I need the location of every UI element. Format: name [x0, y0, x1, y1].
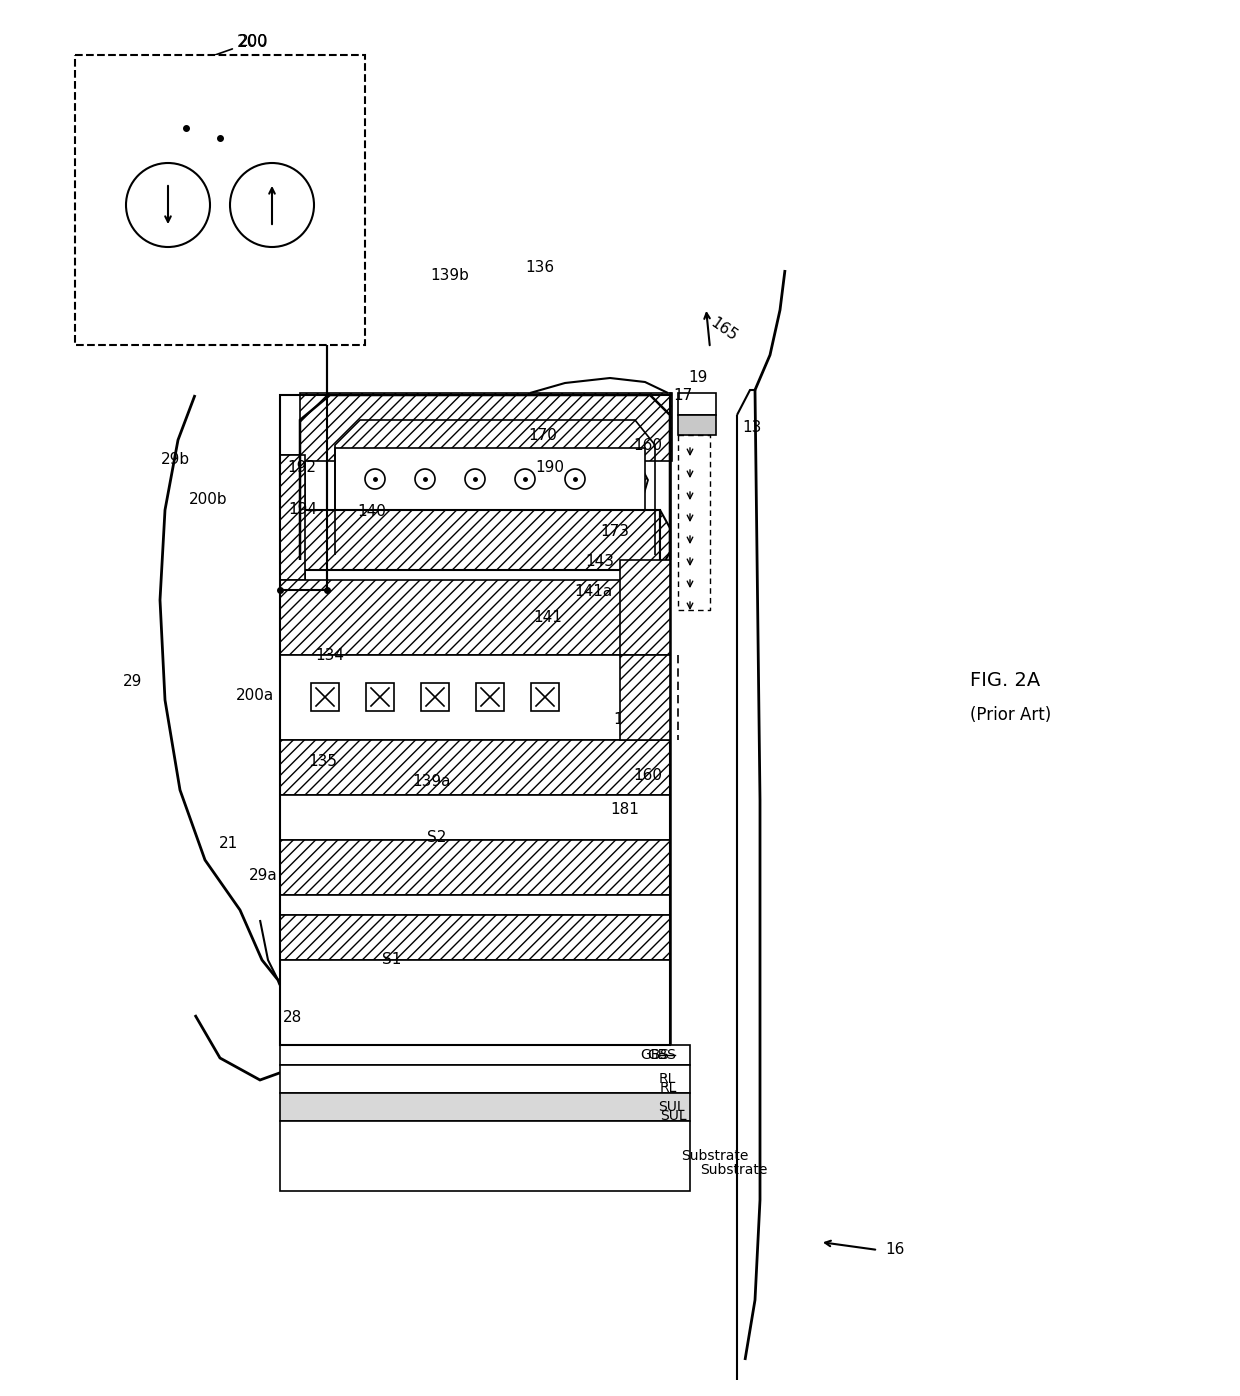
- Text: 16: 16: [885, 1242, 905, 1258]
- Text: 29b: 29b: [160, 452, 190, 468]
- Text: GBS: GBS: [641, 1048, 670, 1062]
- Text: 194: 194: [289, 503, 317, 518]
- Text: S1: S1: [382, 952, 402, 967]
- Bar: [422, 683, 449, 711]
- Bar: [311, 683, 339, 711]
- Text: 140: 140: [357, 504, 387, 519]
- Text: 181: 181: [610, 803, 640, 818]
- Text: S2: S2: [428, 829, 446, 845]
- Text: 139a: 139a: [413, 775, 451, 790]
- Text: GBS: GBS: [647, 1048, 676, 1062]
- Bar: [280, 1046, 689, 1065]
- Bar: [678, 394, 715, 415]
- Text: 173: 173: [600, 525, 630, 539]
- Text: 17: 17: [673, 388, 693, 402]
- Text: 160: 160: [634, 437, 662, 452]
- Bar: [280, 455, 305, 579]
- Text: 200: 200: [237, 34, 269, 52]
- Text: FIG. 2A: FIG. 2A: [970, 670, 1040, 690]
- Bar: [280, 960, 670, 1046]
- Text: Substrate: Substrate: [701, 1163, 768, 1177]
- Bar: [280, 740, 670, 794]
- Text: RL: RL: [660, 1081, 677, 1094]
- Text: 160: 160: [634, 768, 662, 783]
- Text: 141b: 141b: [614, 712, 652, 727]
- Bar: [366, 683, 394, 711]
- Text: 141: 141: [533, 610, 563, 625]
- Polygon shape: [660, 510, 670, 570]
- Polygon shape: [340, 415, 649, 551]
- Bar: [531, 683, 559, 711]
- Text: 200: 200: [238, 35, 268, 49]
- Bar: [280, 895, 670, 914]
- Bar: [280, 794, 670, 840]
- Text: 136: 136: [526, 261, 554, 275]
- Text: 200a: 200a: [236, 687, 274, 702]
- Text: 200b: 200b: [188, 493, 227, 508]
- Text: SUL: SUL: [657, 1100, 684, 1114]
- Text: RL: RL: [658, 1072, 676, 1086]
- Text: SUL: SUL: [660, 1108, 687, 1122]
- Bar: [280, 579, 670, 655]
- Text: 135: 135: [309, 754, 337, 769]
- Text: 134: 134: [315, 648, 345, 663]
- Bar: [620, 560, 670, 655]
- Text: 13: 13: [743, 420, 761, 434]
- Text: (Prior Art): (Prior Art): [970, 706, 1052, 725]
- Bar: [74, 54, 365, 345]
- Text: 141a: 141a: [574, 585, 613, 599]
- Text: 29a: 29a: [249, 867, 278, 882]
- Bar: [280, 1121, 689, 1191]
- Bar: [280, 1093, 689, 1121]
- Bar: [476, 683, 503, 711]
- Text: 21: 21: [218, 835, 238, 850]
- Bar: [280, 395, 670, 1046]
- Bar: [620, 655, 670, 740]
- Bar: [280, 914, 670, 960]
- Bar: [280, 655, 670, 740]
- Bar: [280, 840, 670, 895]
- Text: 170: 170: [528, 427, 558, 443]
- Text: 190: 190: [536, 461, 564, 476]
- Text: Substrate: Substrate: [681, 1149, 749, 1163]
- Text: 165: 165: [708, 315, 740, 345]
- Text: 192: 192: [288, 461, 316, 476]
- Text: 28: 28: [284, 1011, 303, 1026]
- Bar: [280, 455, 305, 585]
- Bar: [280, 1065, 689, 1093]
- Bar: [300, 510, 660, 570]
- Text: 29: 29: [123, 674, 143, 690]
- Text: 143: 143: [585, 554, 615, 570]
- Text: 19: 19: [688, 370, 708, 385]
- Bar: [335, 448, 645, 510]
- Text: 139b: 139b: [430, 268, 470, 282]
- Bar: [300, 394, 672, 461]
- Bar: [678, 415, 715, 436]
